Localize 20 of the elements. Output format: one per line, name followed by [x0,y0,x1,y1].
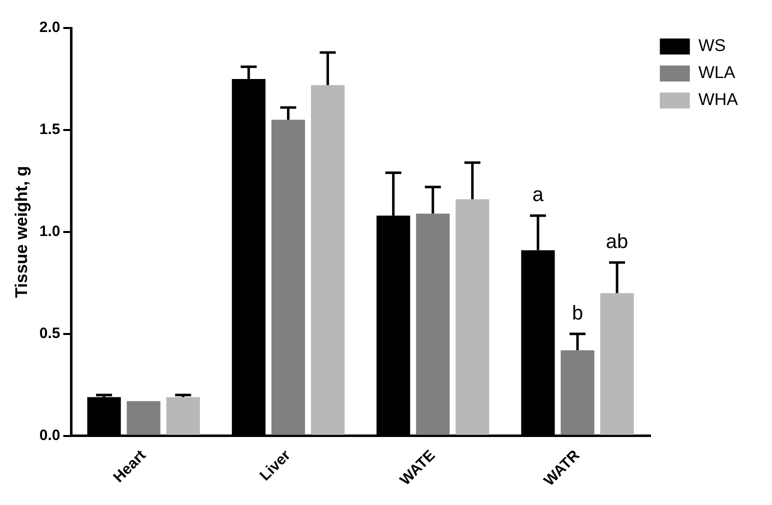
legend-label: WLA [698,63,736,82]
y-axis-title: Tissue weight, g [12,166,31,298]
y-tick-label: 1.0 [39,223,60,240]
legend-label: WS [698,36,726,56]
y-tick-label: 0.5 [39,325,60,342]
y-tick-label: 0.0 [39,426,60,444]
bar [456,199,490,435]
bar [416,214,450,435]
bar [271,120,306,435]
bar [166,397,200,435]
bar [560,350,594,435]
annotation: b [572,302,584,324]
y-tick-label: 2.0 [39,19,60,36]
bar [600,293,634,435]
annotation: ab [606,231,628,254]
legend-label: WHA [698,90,739,110]
bar [126,401,160,435]
bar [310,85,345,435]
y-tick-label: 1.5 [39,121,60,138]
annotation: a [532,184,544,206]
